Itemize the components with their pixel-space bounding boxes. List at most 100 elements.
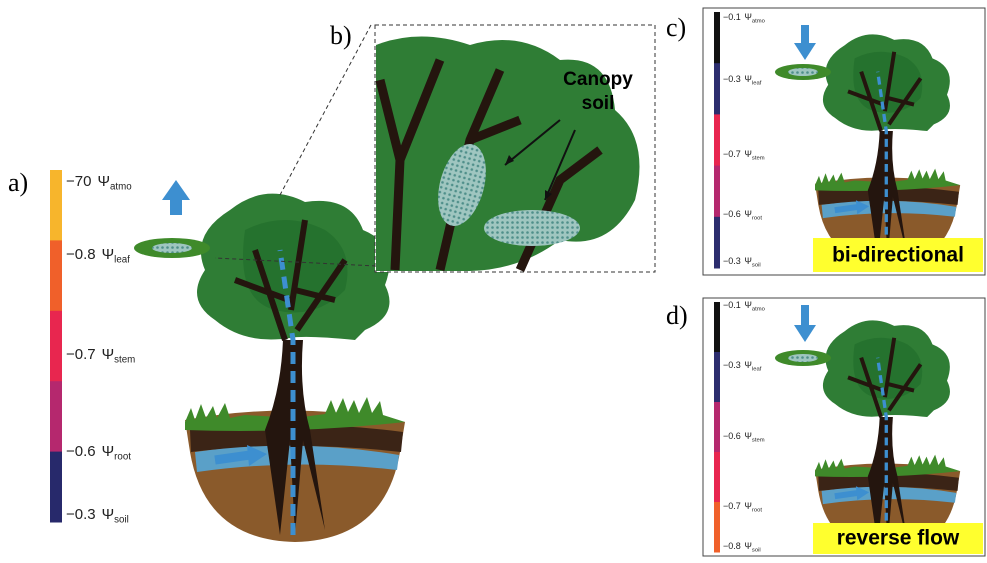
psi-symbol: Ψ xyxy=(102,443,115,460)
psi-subscript: stem xyxy=(752,437,765,443)
arrow-down xyxy=(794,25,816,60)
arrow-up xyxy=(162,180,190,215)
scale-segment xyxy=(50,170,62,241)
scale-label: −0.7 Ψstem xyxy=(66,346,135,365)
psi-symbol: Ψ xyxy=(744,256,752,266)
psi-symbol: Ψ xyxy=(102,346,115,363)
psi-subscript: atmo xyxy=(752,18,765,24)
zoom-line xyxy=(214,257,377,267)
scale-value: −0.1 xyxy=(723,300,741,310)
scale-label: −0.6 Ψstem xyxy=(723,431,765,443)
psi-subscript: leaf xyxy=(114,254,130,265)
scale-segment xyxy=(714,402,720,453)
psi-symbol: Ψ xyxy=(744,501,752,511)
psi-symbol: Ψ xyxy=(744,74,752,84)
psi-subscript: soil xyxy=(114,514,129,525)
psi-subscript: leaf xyxy=(752,366,762,372)
scale-segment xyxy=(714,216,720,269)
scale-value: −0.6 xyxy=(723,431,741,441)
psi-subscript: root xyxy=(752,507,762,513)
scale-value: −0.3 xyxy=(723,360,741,370)
psi-subscript: atmo xyxy=(752,306,765,312)
psi-symbol: Ψ xyxy=(97,173,110,190)
psi-symbol: Ψ xyxy=(744,149,752,159)
canopy-soil xyxy=(152,243,192,253)
scale-segment xyxy=(714,452,720,503)
tag: reverse flow xyxy=(837,527,960,550)
psi-subscript: root xyxy=(114,451,131,462)
scale-value: −0.6 xyxy=(723,209,741,219)
psi-subscript: stem xyxy=(114,354,135,365)
scale-label: −0.1 Ψatmo xyxy=(723,300,765,312)
psi-subscript: soil xyxy=(752,547,761,553)
scale-label: −0.6 Ψroot xyxy=(723,209,762,221)
scale-segment xyxy=(50,451,62,523)
scale-label: −0.8 Ψsoil xyxy=(723,541,761,553)
scale-value: −70 xyxy=(66,173,91,190)
scale-label: −70 Ψatmo xyxy=(66,173,132,192)
canopy-soil xyxy=(788,354,818,362)
scale-value: −0.7 xyxy=(723,501,741,511)
scale-label: −0.8 Ψleaf xyxy=(66,246,130,265)
panel-label: b) xyxy=(330,21,352,50)
pointer xyxy=(504,119,576,201)
psi-symbol: Ψ xyxy=(744,360,752,370)
scale-segment xyxy=(714,63,720,115)
scale-value: −0.3 xyxy=(723,256,741,266)
branch xyxy=(375,58,603,272)
scale-label: −0.7 Ψroot xyxy=(723,501,762,513)
tree xyxy=(185,194,405,542)
scale-label: −0.3 Ψleaf xyxy=(723,74,762,86)
panel-label: a) xyxy=(8,168,28,197)
scale-value: −0.3 xyxy=(66,506,96,523)
arrow-down xyxy=(794,305,816,342)
psi-subscript: leaf xyxy=(752,80,762,86)
scale-value: −0.3 xyxy=(723,74,741,84)
scale-label: −0.3 Ψleaf xyxy=(723,360,762,372)
scale-segment xyxy=(50,240,62,312)
psi-symbol: Ψ xyxy=(102,246,115,263)
psi-symbol: Ψ xyxy=(744,12,752,22)
psi-subscript: root xyxy=(752,215,762,221)
callout: soil xyxy=(582,93,615,114)
psi-subscript: stem xyxy=(752,155,765,161)
scale-segment xyxy=(714,502,720,553)
psi-symbol: Ψ xyxy=(744,431,752,441)
scale-segment xyxy=(714,302,720,353)
panel-label: d) xyxy=(666,301,688,330)
panel-label: c) xyxy=(666,13,686,42)
canopy-soil xyxy=(438,144,486,226)
tag-box xyxy=(813,523,983,554)
psi-subscript: soil xyxy=(752,262,761,268)
scale-segment xyxy=(50,310,62,382)
psi-symbol: Ψ xyxy=(744,300,752,310)
canopy-soil xyxy=(788,68,818,76)
scale-label: −0.7 Ψstem xyxy=(723,149,765,161)
scale-value: −0.7 xyxy=(66,346,96,363)
scale-segment xyxy=(714,352,720,403)
pointer-head xyxy=(505,155,552,200)
scale-segment xyxy=(714,165,720,218)
psi-subscript: atmo xyxy=(110,181,132,192)
scale-segment xyxy=(714,114,720,167)
tag-box xyxy=(813,238,983,272)
scale-label: −0.3 Ψsoil xyxy=(723,256,761,268)
scale-label: −0.6 Ψroot xyxy=(66,443,131,462)
tag: bi-directional xyxy=(832,244,964,267)
scale-value: −0.7 xyxy=(723,149,741,159)
scale-segment xyxy=(50,381,62,453)
zoom-line xyxy=(279,24,372,196)
scale-label: −0.1 Ψatmo xyxy=(723,12,765,24)
scale-label: −0.3 Ψsoil xyxy=(66,506,129,525)
callout: Canopy xyxy=(563,69,633,90)
scale-value: −0.8 xyxy=(723,541,741,551)
psi-symbol: Ψ xyxy=(102,506,115,523)
psi-symbol: Ψ xyxy=(744,209,752,219)
scale-value: −0.8 xyxy=(66,246,96,263)
canopy-soil xyxy=(484,210,580,246)
scale-value: −0.6 xyxy=(66,443,96,460)
scale-segment xyxy=(714,12,720,64)
psi-symbol: Ψ xyxy=(744,541,752,551)
scale-value: −0.1 xyxy=(723,12,741,22)
